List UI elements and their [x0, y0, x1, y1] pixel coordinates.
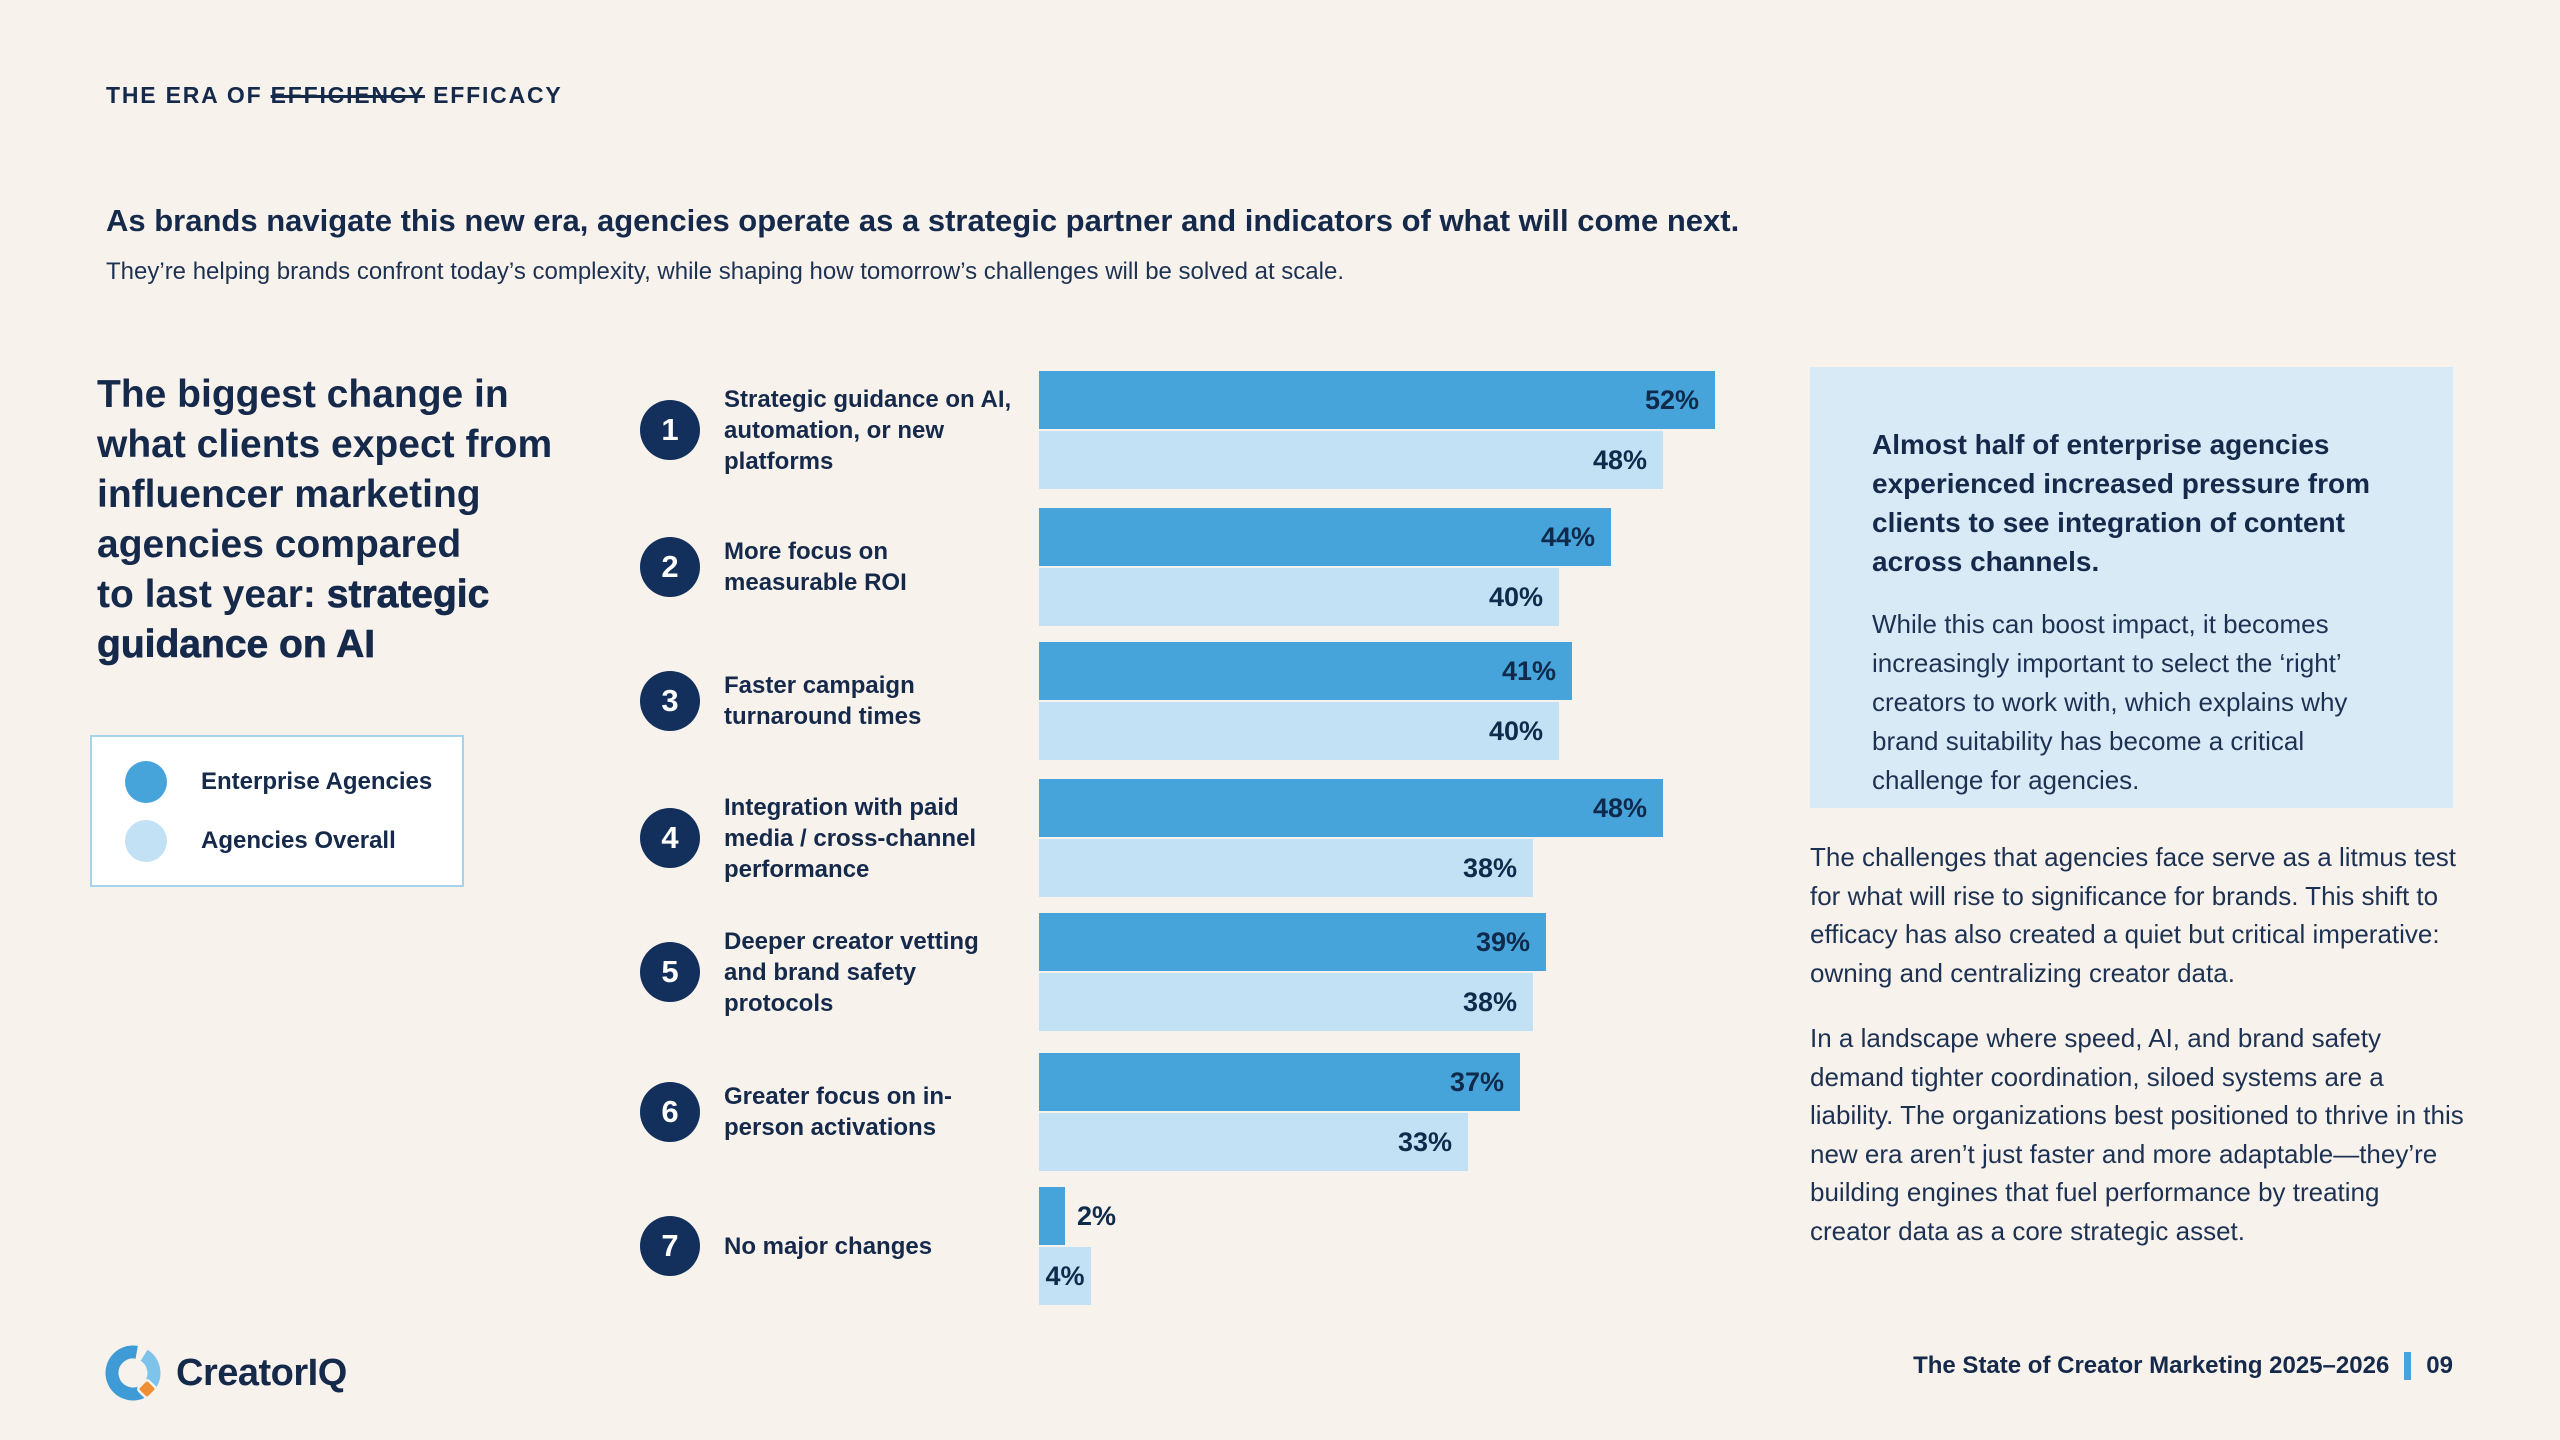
report-title: The State of Creator Marketing 2025–2026: [1913, 1352, 2390, 1379]
chart-title-regular: The biggest change in what clients expec…: [97, 373, 553, 616]
callout-box: Almost half of enterprise agencies exper…: [1810, 367, 2453, 808]
bar-value-overall: 33%: [1397, 1126, 1452, 1157]
bar-value-overall: 48%: [1592, 444, 1647, 475]
legend-swatch-overall: [125, 819, 167, 862]
page-subheadline: They’re helping brands confront today’s …: [106, 258, 1344, 285]
footer-meta: The State of Creator Marketing 2025–2026…: [1913, 1352, 2453, 1380]
rank-badge: 3: [640, 671, 700, 731]
chart-row: 5 Deeper creator vetting and brand safet…: [640, 913, 1800, 1031]
chart-row: 7 No major changes 2% 4%: [640, 1187, 1800, 1305]
bar-overall: 48%: [1039, 431, 1663, 489]
bar-overall: 4%: [1039, 1247, 1091, 1305]
rank-badge: 5: [640, 942, 700, 1002]
bar-value-enterprise: 41%: [1501, 655, 1556, 686]
bar-value-enterprise: 2%: [1077, 1200, 1117, 1231]
chart-title: The biggest change in what clients expec…: [97, 370, 597, 670]
rank-badge: 1: [640, 400, 700, 460]
rank-badge: 7: [640, 1216, 700, 1276]
legend-label-enterprise: Enterprise Agencies: [201, 767, 433, 795]
bar-overall: 40%: [1039, 568, 1559, 626]
body-text-column: The challenges that agencies face serve …: [1810, 838, 2465, 1277]
bar-value-overall: 40%: [1488, 715, 1543, 746]
body-paragraph-1: The challenges that agencies face serve …: [1810, 842, 2457, 988]
category-label: Strategic guidance on AI, automation, or…: [724, 385, 1012, 475]
rank-badge: 4: [640, 808, 700, 868]
bar-value-overall: 40%: [1488, 581, 1543, 612]
callout-heading: Almost half of enterprise agencies exper…: [1872, 429, 2371, 577]
bar-pair: 39% 38%: [1039, 913, 1546, 1031]
bar-enterprise: 48%: [1039, 779, 1663, 837]
footer-separator-bar: [2404, 1352, 2412, 1380]
bar-pair: 37% 33%: [1039, 1053, 1520, 1171]
chart-row: 6 Greater focus on in-person activations…: [640, 1053, 1800, 1171]
legend-item-overall: Agencies Overall: [125, 819, 462, 862]
category-label: No major changes: [724, 1232, 933, 1260]
category-label: Faster campaign turnaround times: [724, 672, 922, 730]
chart-row: 2 More focus on measurable ROI 44% 40%: [640, 508, 1800, 626]
creatoriq-logo-icon: [105, 1345, 161, 1401]
body-paragraph-2: In a landscape where speed, AI, and bran…: [1810, 1023, 2464, 1246]
bar-value-enterprise: 48%: [1592, 792, 1647, 823]
rank-badge: 6: [640, 1082, 700, 1142]
rank-badge: 2: [640, 537, 700, 597]
chart-row: 3 Faster campaign turnaround times 41% 4…: [640, 642, 1800, 760]
bar-value-overall: 38%: [1462, 852, 1517, 883]
page-number: 09: [2426, 1352, 2453, 1379]
bar-value-overall: 38%: [1462, 986, 1517, 1017]
category-label: Deeper creator vetting and brand safety …: [724, 927, 979, 1017]
bar-value-enterprise: 37%: [1449, 1066, 1504, 1097]
bar-enterprise: 39%: [1039, 913, 1546, 971]
bar-pair: 52% 48%: [1039, 371, 1715, 489]
bar-pair: 44% 40%: [1039, 508, 1611, 626]
tagline-suffix: EFFICACY: [424, 82, 563, 108]
bar-enterprise: 52%: [1039, 371, 1715, 429]
legend-label-overall: Agencies Overall: [201, 826, 396, 854]
chart-row: 1 Strategic guidance on AI, automation, …: [640, 371, 1800, 489]
bar-pair: 41% 40%: [1039, 642, 1572, 760]
bar-enterprise: 41%: [1039, 642, 1572, 700]
bar-value-enterprise: 52%: [1644, 384, 1699, 415]
legend-item-enterprise: Enterprise Agencies: [125, 760, 462, 803]
tagline-prefix: THE ERA OF: [106, 82, 271, 108]
bar-enterprise: 37%: [1039, 1053, 1520, 1111]
category-label: Integration with paid media / cross-chan…: [724, 793, 977, 883]
page-headline: As brands navigate this new era, agencie…: [106, 203, 1740, 238]
section-tagline: THE ERA OF EFFICIENCY EFFICACY: [106, 82, 563, 109]
category-label: More focus on measurable ROI: [724, 538, 907, 596]
bar-overall: 38%: [1039, 973, 1533, 1031]
bar-value-overall: 4%: [1045, 1260, 1085, 1291]
callout-body: While this can boost impact, it becomes …: [1872, 609, 2348, 795]
chart-row: 4 Integration with paid media / cross-ch…: [640, 779, 1800, 897]
chart-title-emphasis: strategic guidance on AI: [97, 573, 490, 667]
bar-overall: 40%: [1039, 702, 1559, 760]
chart-legend: Enterprise Agencies Agencies Overall: [90, 735, 464, 887]
bar-enterprise: 2%: [1039, 1187, 1116, 1245]
brand-wordmark: CreatorIQ: [176, 1351, 347, 1394]
tagline-struck-word: EFFICIENCY: [270, 82, 425, 108]
bar-value-enterprise: 39%: [1475, 926, 1530, 957]
bar-pair: 2% 4%: [1039, 1187, 1116, 1305]
bar-pair: 48% 38%: [1039, 779, 1663, 897]
bar-enterprise: 44%: [1039, 508, 1611, 566]
bar-overall: 33%: [1039, 1113, 1468, 1171]
bar-value-enterprise: 44%: [1540, 521, 1595, 552]
legend-swatch-enterprise: [125, 760, 167, 803]
brand-logo: CreatorIQ: [104, 1344, 347, 1402]
category-label: Greater focus on in-person activations: [724, 1083, 953, 1141]
bar-overall: 38%: [1039, 839, 1533, 897]
